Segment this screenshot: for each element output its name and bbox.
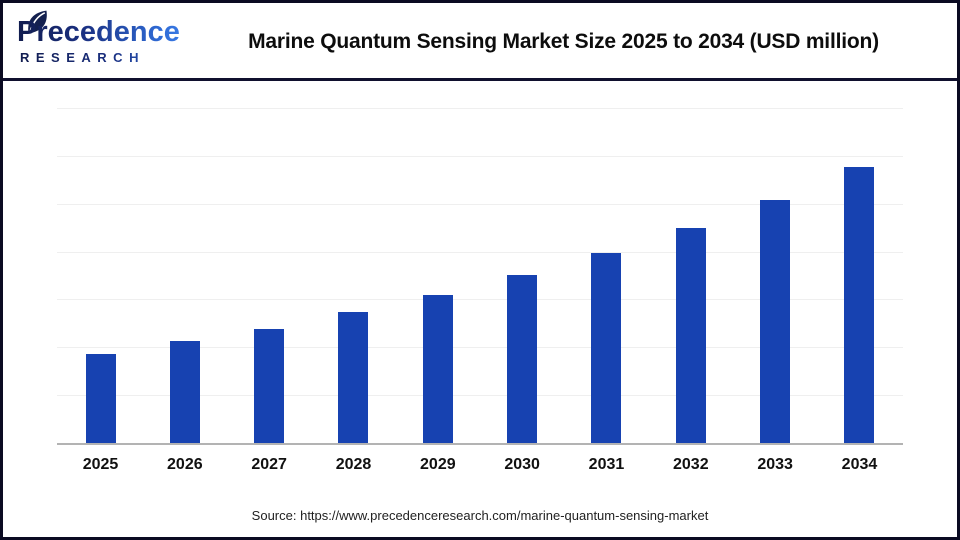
x-label-2026: 2026	[167, 456, 203, 473]
logo-brand-text: Precedence	[17, 16, 187, 49]
bar-2029	[422, 295, 453, 443]
bar-2025	[85, 354, 116, 443]
logo-research-text: RESEARCH	[17, 50, 187, 65]
gridline	[57, 251, 903, 253]
gridline	[57, 107, 903, 109]
x-label-2034: 2034	[841, 456, 878, 473]
bar-2026	[169, 341, 200, 443]
bar-2031	[591, 253, 622, 443]
gridline	[57, 395, 903, 397]
x-axis-line	[57, 443, 903, 445]
chart-title: Marine Quantum Sensing Market Size 2025 …	[248, 30, 879, 53]
bar-chart: 2025 2026 2027 2028 2029 2030 2031 2032 2033 2034	[57, 107, 903, 488]
header: Precedence RESEARCH Marine Quantum Sensi…	[3, 3, 957, 81]
x-label-2027: 2027	[251, 456, 287, 473]
bar-2034	[844, 167, 875, 443]
leaf-icon	[23, 8, 50, 35]
source-line: Source: https://www.precedenceresearch.c…	[251, 508, 709, 523]
x-label-2029: 2029	[420, 456, 456, 473]
gridline	[57, 299, 903, 301]
bar-2027	[254, 329, 285, 443]
x-label-2025: 2025	[82, 456, 119, 473]
x-label-2031: 2031	[588, 456, 625, 473]
plot-area	[57, 107, 903, 445]
x-label-2032: 2032	[673, 456, 709, 473]
bar-2028	[338, 312, 369, 443]
gridline	[57, 347, 903, 349]
bar-2030	[507, 275, 538, 443]
gridline	[57, 155, 903, 157]
x-label-2033: 2033	[757, 456, 793, 473]
gridline	[57, 203, 903, 205]
bar-2032	[675, 228, 706, 443]
precedence-research-logo: Precedence RESEARCH	[17, 10, 187, 65]
x-label-2030: 2030	[504, 456, 540, 473]
bar-2033	[760, 200, 791, 443]
x-label-2028: 2028	[335, 456, 372, 473]
